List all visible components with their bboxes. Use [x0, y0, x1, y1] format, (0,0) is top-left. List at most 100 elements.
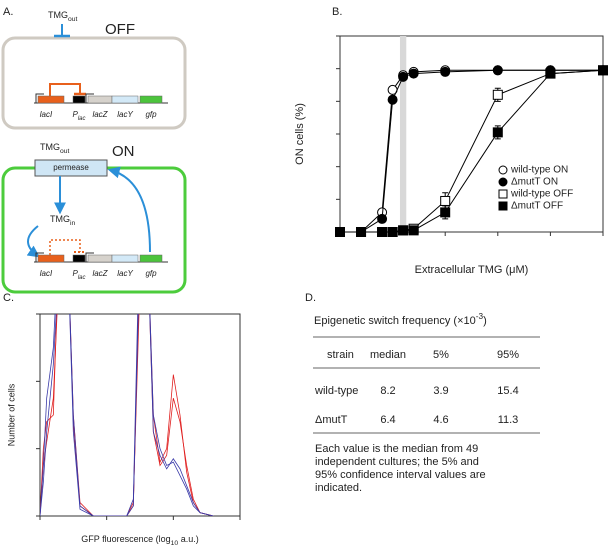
table-header: 5% [433, 349, 449, 361]
text-part: lacI [40, 269, 53, 278]
marker [440, 66, 451, 77]
text-part: GFP fluorescence (log [81, 534, 170, 544]
promoter-arrow [85, 252, 94, 262]
state-label: OFF [105, 21, 135, 38]
table-cell: 8.2 [380, 385, 395, 397]
gene-label: Plac [72, 269, 85, 280]
gene [72, 95, 86, 104]
table-note: indicated. [315, 482, 362, 494]
table-header: 95% [497, 349, 519, 361]
x-axis-label: GFP fluorescence (log10 a.u.) [81, 534, 198, 547]
series-line [340, 69, 604, 233]
y-axis-label: Number of cells [6, 383, 16, 446]
table-note: independent cultures; the 5% and [315, 456, 479, 468]
gene-label: lacY [117, 269, 133, 278]
highlight-band [399, 36, 407, 232]
panel-label: D. [305, 292, 316, 304]
text-part: P [72, 110, 78, 119]
panel-label: C. [3, 292, 14, 304]
series-line [340, 69, 604, 233]
text-part: gfp [145, 110, 157, 119]
text-part: lacY [117, 110, 133, 119]
gene [139, 254, 163, 263]
state-label: ON [112, 143, 135, 160]
series-line [340, 69, 603, 233]
legend-label: wild-type ON [510, 165, 568, 176]
text-part: ) [483, 315, 487, 327]
marker [408, 68, 419, 79]
plot-frame [339, 35, 604, 233]
table-cell: 15.4 [497, 385, 518, 397]
table-cell: 6.4 [380, 414, 395, 426]
table-header: median [370, 349, 406, 361]
marker [377, 227, 388, 237]
legend-marker [498, 201, 508, 211]
marker [387, 227, 398, 237]
table-note: 95% confidence interval values are [315, 469, 486, 481]
tmg-out: TMGout [48, 10, 78, 23]
gene-label: lacZ [92, 110, 108, 119]
legend-label: wild-type OFF [510, 189, 573, 200]
text-part: a.u.) [178, 534, 199, 544]
table-cell: 11.3 [498, 414, 519, 426]
y-axis-label: ON cells (%) [294, 103, 306, 165]
marker [356, 227, 367, 237]
gene-label: lacI [40, 110, 53, 119]
text-part: lacI [40, 110, 53, 119]
gene [37, 254, 65, 263]
gene-label: lacZ [92, 269, 108, 278]
text-part: lacY [117, 269, 133, 278]
legend-label: ΔmutT ON [511, 177, 558, 188]
marker [492, 89, 503, 100]
marker [492, 127, 503, 138]
gene [87, 254, 113, 263]
series-line [340, 69, 603, 233]
binding-arrow [26, 225, 40, 258]
table-cell: ΔmutT [315, 414, 348, 426]
permease-box [34, 159, 108, 177]
text-part: gfp [145, 269, 157, 278]
text-part: lac [78, 275, 86, 281]
table-note: Each value is the median from 49 [315, 443, 478, 455]
text-part: out [68, 16, 78, 23]
series-line [40, 314, 214, 516]
plot-frame [39, 313, 241, 517]
x-axis-label: Extracellular TMG (μM) [415, 264, 529, 276]
table-cell: wild-type [314, 385, 358, 397]
gene-label: lacI [40, 269, 53, 278]
gene [111, 95, 139, 104]
gene [111, 254, 139, 263]
table-cell: 4.6 [433, 414, 448, 426]
marker [440, 207, 451, 218]
gene [37, 95, 65, 104]
text-part: out [60, 148, 70, 155]
table-cell: 3.9 [433, 385, 448, 397]
text-part: TMG [48, 10, 68, 20]
panel-label: A. [3, 6, 13, 18]
text-part: TMG [40, 142, 60, 152]
legend-marker [498, 189, 508, 199]
marker [545, 68, 556, 79]
legend-marker [498, 165, 508, 175]
table-title: Epigenetic switch frequency (×10-3) [314, 312, 487, 327]
tmg-out: TMGout [40, 142, 70, 155]
text-part: lacZ [92, 110, 108, 119]
gene-label: gfp [145, 269, 157, 278]
marker [398, 71, 409, 82]
off-cell [1, 36, 187, 130]
text-part: in [70, 220, 75, 227]
panel-label: B. [332, 6, 342, 18]
promoter-arrow [35, 252, 44, 262]
gene-label: gfp [145, 110, 157, 119]
gene-label: Plac [72, 110, 85, 121]
table-header: strain [327, 349, 354, 361]
text-part: Epigenetic switch frequency (×10 [314, 315, 476, 327]
tmg-in: TMGin [50, 214, 75, 227]
legend-marker [498, 177, 508, 187]
marker [335, 227, 345, 237]
gene [72, 254, 86, 263]
repressor-arrow [49, 83, 81, 96]
text-part: lacZ [92, 269, 108, 278]
text-part: 10 [171, 540, 179, 547]
marker [440, 195, 451, 206]
